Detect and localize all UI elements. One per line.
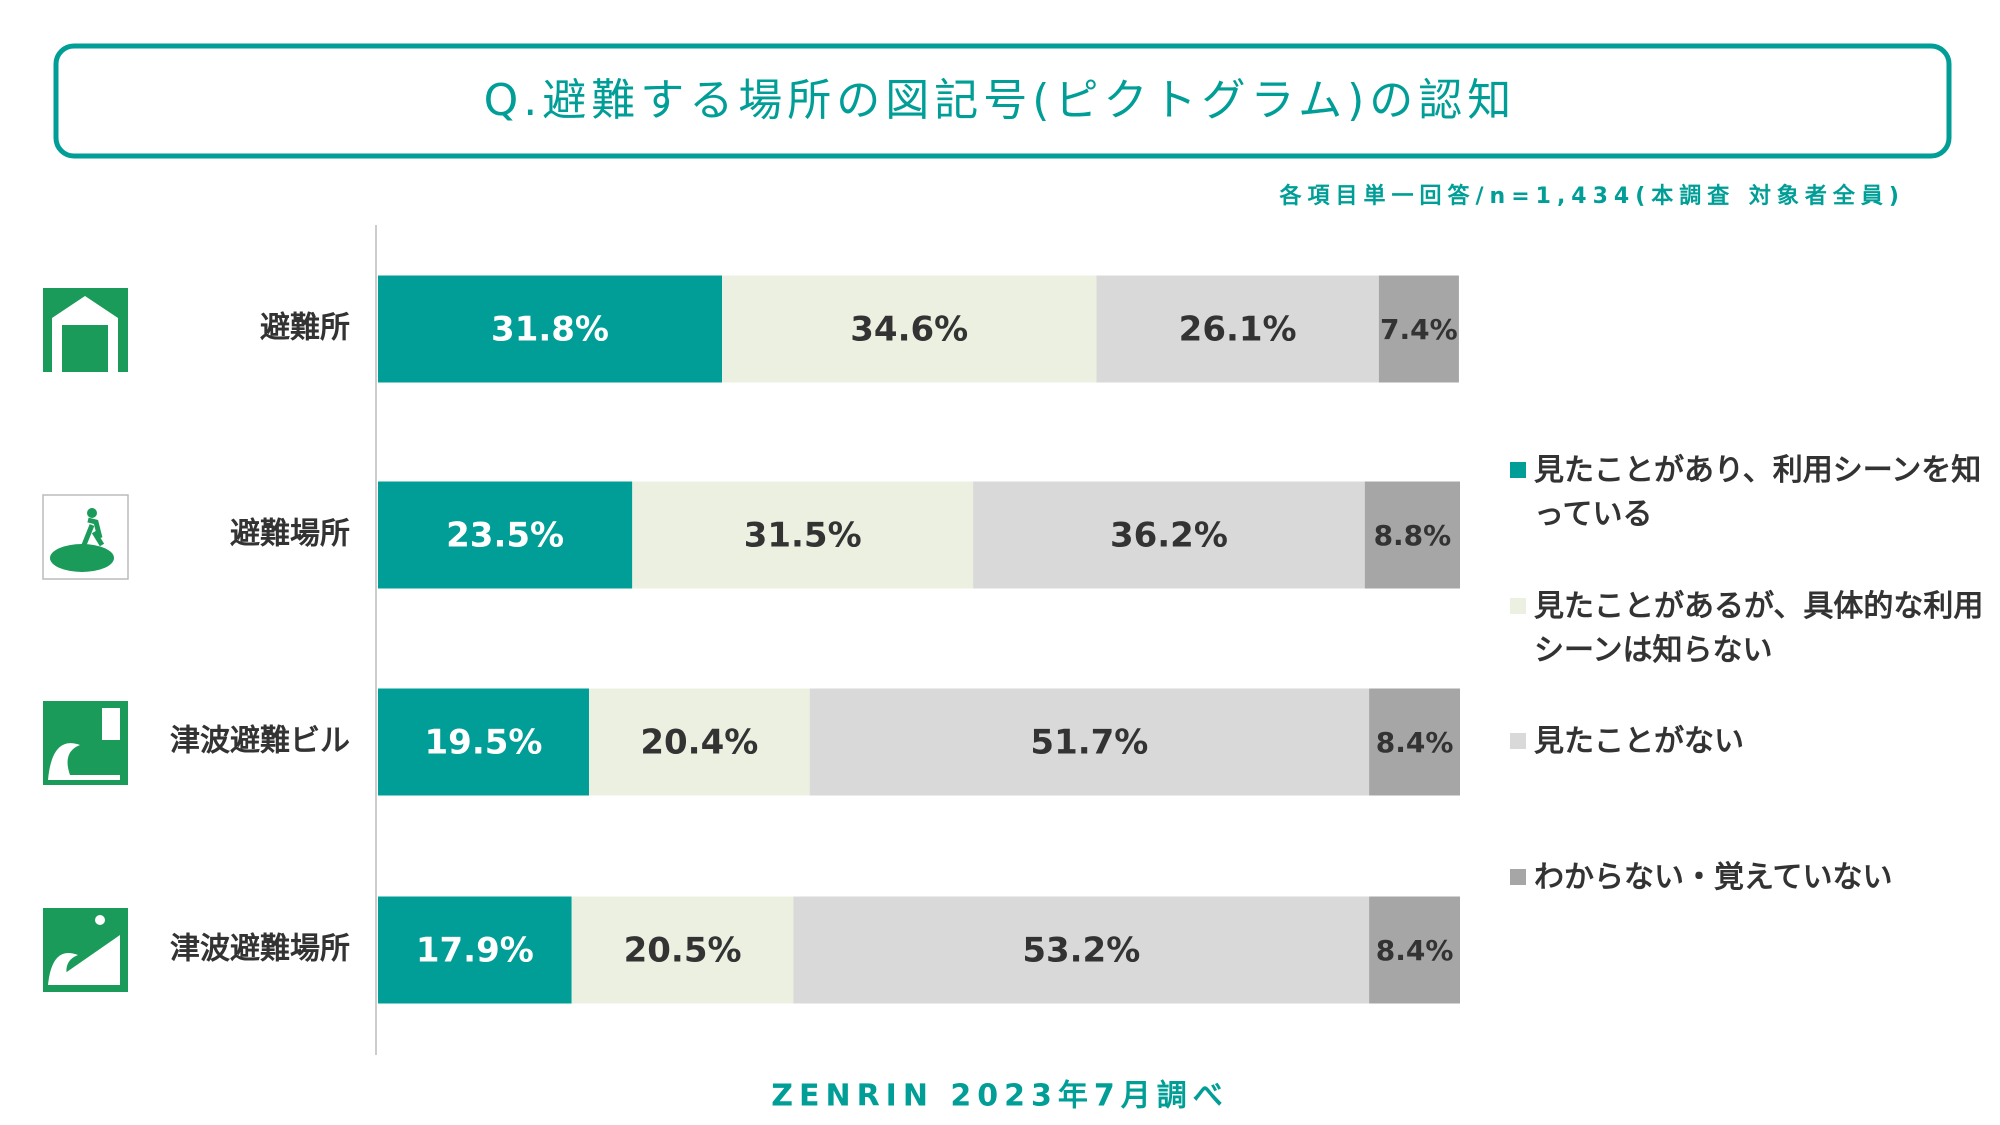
category-label: 避難所 [260,311,350,346]
value-label: 34.6% [850,310,968,350]
category-label: 避難場所 [230,517,350,552]
value-label: 17.9% [416,931,534,971]
legend-item: 見たことがない [1510,720,2000,764]
bar-segment [378,688,589,796]
bar-segment [378,481,633,589]
category-label: 津波避難場所 [170,932,350,967]
bar-segment [378,275,723,383]
value-label: 20.5% [624,931,742,971]
legend-item: わからない・覚えていない [1510,856,2000,900]
bar-segment [793,896,1370,1004]
title-box [53,43,1952,159]
legend-label: 見たことがない [1534,724,1744,759]
bar-segment [1364,481,1460,589]
value-label: 36.2% [1110,516,1228,556]
value-label: 31.8% [491,310,609,350]
value-label: 19.5% [425,723,543,763]
value-label: 31.5% [744,516,862,556]
icon-evacuation-area [42,494,129,580]
icon-shelter [43,288,128,372]
value-label: 8.4% [1376,934,1454,967]
legend-swatch [1510,462,1526,478]
bar-segment [378,896,572,1004]
icon-tsunami-area [43,908,128,992]
bar-segment [632,481,974,589]
legend-swatch [1510,598,1526,614]
legend-swatch [1510,733,1526,749]
footer: ZENRIN 2023年7月調べ [771,1079,1229,1114]
value-label: 20.4% [640,723,758,763]
value-label: 8.4% [1376,726,1454,759]
value-label: 26.1% [1179,310,1297,350]
icon-tsunami-building [43,701,128,785]
value-label: 53.2% [1022,931,1140,971]
bar-segment [1096,275,1379,383]
subtitle: 各項目単一回答/n=1,434(本調査 対象者全員) [1279,183,1906,209]
bar-segment [809,688,1370,796]
bar-segment [722,275,1097,383]
bar-segment [1369,896,1460,1004]
legend-item: 見たことがあり、利用シーンを知っている [1510,449,2000,537]
legend-label: 見たことがあり、利用シーンを知っている [1534,453,1982,532]
bar-segment [1369,688,1460,796]
chart-title: Q.避難する場所の図記号(ピクトグラム)の認知 [484,75,1517,126]
legend-item: 見たことがあるが、具体的な利用シーンは知らない [1510,585,2000,673]
category-label: 津波避難ビル [170,724,350,759]
value-label: 51.7% [1030,723,1148,763]
value-label: 8.8% [1374,519,1452,552]
bar-segment [571,896,794,1004]
legend-label: わからない・覚えていない [1534,860,1893,895]
value-label: 23.5% [446,516,564,556]
bar-segment [1378,275,1459,383]
bar-segment [973,481,1365,589]
value-label: 7.4% [1380,313,1458,346]
legend-swatch [1510,869,1526,885]
legend-label: 見たことがあるが、具体的な利用シーンは知らない [1534,589,1984,668]
bar-segment [588,688,810,796]
